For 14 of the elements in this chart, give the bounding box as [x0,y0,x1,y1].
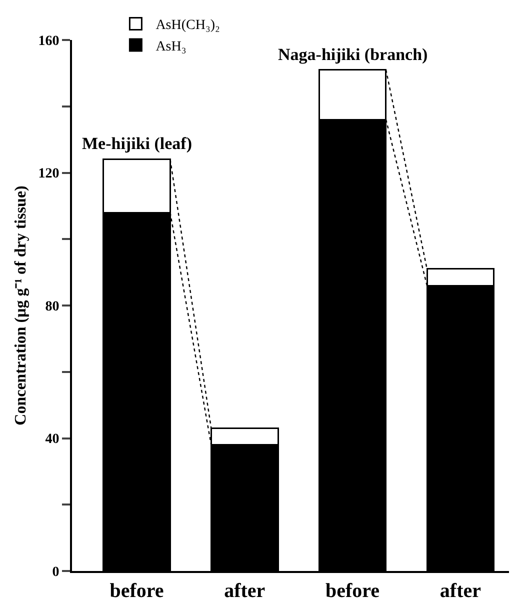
y-tick-label: 160 [38,34,60,49]
y-tick-label: 0 [52,564,60,580]
y-axis-title: Concentration (μg g⁻¹ of dry tissue) [12,186,30,426]
annotation: Naga-hijiki (branch) [278,45,428,64]
x-tick-label: before [326,580,380,602]
legend-label: AsH(CH₃)₂ [156,18,220,34]
y-tick-label: 120 [38,166,60,182]
x-tick-label: after [440,580,482,602]
y-tick-label: 40 [45,432,60,448]
legend-label: AsH₃ [156,39,186,54]
x-tick-label: before [110,580,164,602]
y-tick-label: 80 [45,299,60,314]
x-tick-label: after [224,580,266,602]
annotation: Me-hijiki (leaf) [82,134,192,153]
